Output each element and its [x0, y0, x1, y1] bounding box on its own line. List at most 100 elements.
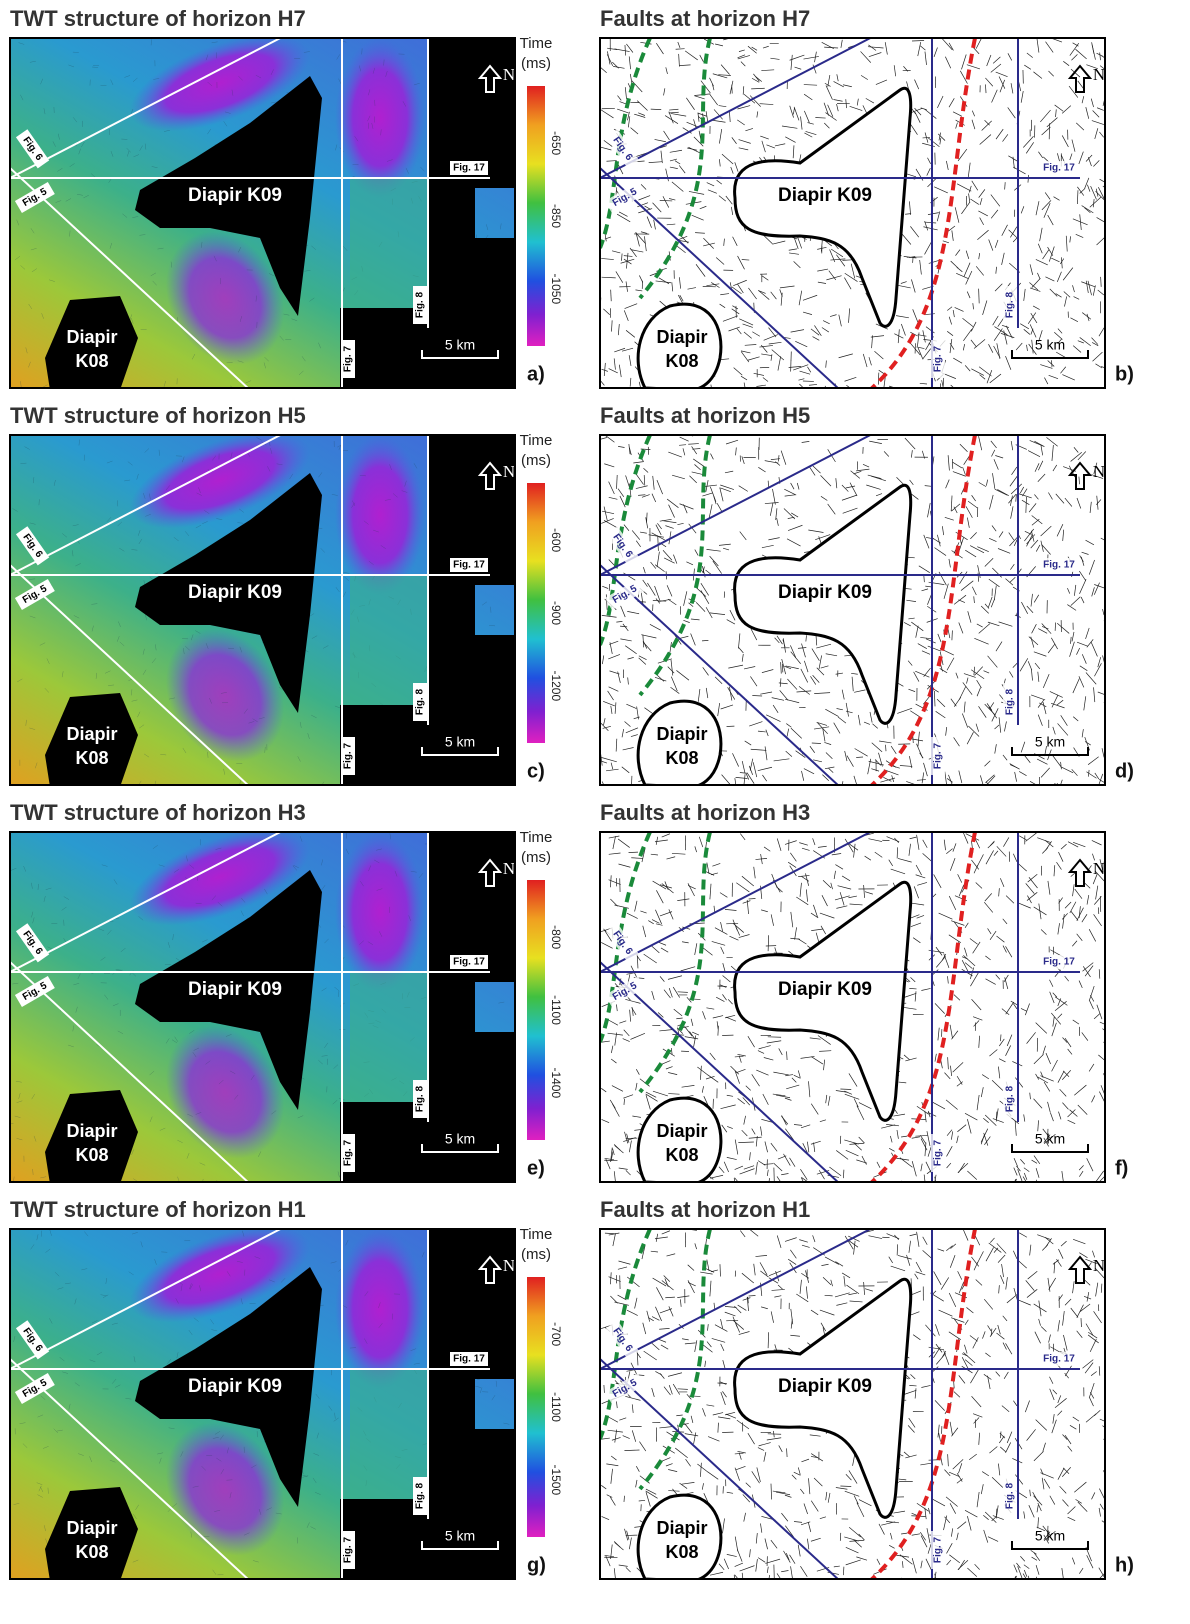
diapir-label: Diapir K09 — [778, 979, 872, 1000]
line-label: Fig. 8 — [1003, 1080, 1017, 1118]
line-label-text: Fig. 8 — [415, 292, 426, 319]
page: TWT structure of horizon H7Diapir K09Dia… — [0, 0, 1190, 1624]
north-label: N — [1093, 462, 1105, 481]
panel-letter: f) — [1115, 1157, 1128, 1179]
colorbar-tick-label: -700 — [549, 1322, 563, 1346]
line-label-text: Fig. 17 — [1043, 1354, 1075, 1365]
north-label: N — [503, 65, 515, 84]
line-label: Fig. 7 — [341, 1134, 355, 1172]
depression — [335, 832, 425, 992]
line-label: Fig. 17 — [1040, 161, 1078, 175]
colorbar-tick-label: -650 — [549, 131, 563, 155]
panel-title: TWT structure of horizon H7 — [10, 6, 306, 31]
colorbar-label: (ms) — [521, 452, 551, 469]
line-label-text: Fig. 17 — [1043, 163, 1075, 174]
diapir-label: Diapir — [656, 724, 707, 744]
fault — [1094, 1579, 1097, 1591]
line-label-text: Fig. 8 — [415, 1483, 426, 1510]
colorbar-tick-label: -1200 — [549, 670, 563, 701]
diapir-label: K08 — [665, 351, 698, 371]
depression — [335, 1229, 425, 1389]
line-label-text: Fig. 8 — [1005, 689, 1016, 716]
diapir-label: Diapir K09 — [188, 979, 282, 1000]
depression — [335, 38, 425, 198]
line-label: Fig. 17 — [1040, 1352, 1078, 1366]
line-label-text: Fig. 17 — [453, 560, 485, 571]
line-label-text: Fig. 7 — [343, 1140, 354, 1167]
line-label: Fig. 8 — [1003, 683, 1017, 721]
colorbar-tick-label: -1100 — [549, 1392, 563, 1422]
scale-label: 5 km — [1035, 734, 1065, 750]
line-label: Fig. 17 — [1040, 558, 1078, 572]
line-label-text: Fig. 8 — [415, 689, 426, 716]
colorbar-label: (ms) — [521, 849, 551, 866]
colorbar — [527, 483, 545, 743]
line-label: Fig. 7 — [931, 737, 945, 775]
panel-title: Faults at horizon H5 — [600, 403, 810, 428]
diapir-label: K08 — [665, 1542, 698, 1562]
line-label: Fig. 7 — [931, 1134, 945, 1172]
colorbar-label: (ms) — [521, 1246, 551, 1263]
line-label-text: Fig. 7 — [343, 346, 354, 373]
line-label: Fig. 8 — [1003, 1477, 1017, 1515]
line-label: Fig. 7 — [931, 340, 945, 378]
colorbar-tick-label: -850 — [549, 204, 563, 228]
line-label: Fig. 8 — [1003, 286, 1017, 324]
fault-map: Diapir K09DiapirK08Fig. 6Fig. 5Fig. 17Fi… — [600, 1224, 1118, 1591]
panel-letter: g) — [527, 1554, 546, 1576]
panel-title: TWT structure of horizon H5 — [10, 403, 306, 428]
diapir-label: Diapir — [656, 327, 707, 347]
colorbar — [527, 1277, 545, 1537]
north-label: N — [1093, 1256, 1105, 1275]
line-label-text: Fig. 17 — [453, 1354, 485, 1365]
colorbar-tick-label: -1400 — [549, 1067, 563, 1098]
scale-label: 5 km — [445, 337, 475, 353]
scale-label: 5 km — [1035, 1528, 1065, 1544]
line-label: Fig. 7 — [341, 340, 355, 378]
colorbar-tick-label: -800 — [549, 925, 563, 949]
diapir-label: Diapir K09 — [778, 582, 872, 603]
diapir-label: Diapir — [66, 1121, 117, 1141]
line-label-text: Fig. 7 — [933, 1537, 944, 1564]
diapir-label: K08 — [75, 748, 108, 768]
panel-title: Faults at horizon H1 — [600, 1197, 810, 1222]
panel-letter: a) — [527, 363, 545, 385]
fault-map: Diapir K09DiapirK08Fig. 6Fig. 5Fig. 17Fi… — [600, 827, 1110, 1194]
line-label-text: Fig. 17 — [453, 957, 485, 968]
panel-letter: b) — [1115, 363, 1134, 385]
diapir-label: K08 — [665, 1145, 698, 1165]
diapir-label: Diapir — [656, 1518, 707, 1538]
structure-map: Diapir K09DiapirK08Fig. 6Fig. 5Fig. 17Fi… — [10, 15, 515, 391]
line-label-text: Fig. 7 — [933, 743, 944, 770]
line-label-text: Fig. 7 — [343, 1537, 354, 1564]
line-label-text: Fig. 17 — [1043, 957, 1075, 968]
diapir-label: Diapir — [66, 1518, 117, 1538]
diapir-label: Diapir — [66, 327, 117, 347]
north-label: N — [503, 1256, 515, 1275]
fault-map: Diapir K09DiapirK08Fig. 6Fig. 5Fig. 17Fi… — [600, 33, 1113, 397]
panel-letter: c) — [527, 760, 545, 782]
line-label: Fig. 17 — [450, 1352, 488, 1366]
colorbar-label: Time — [520, 829, 553, 846]
line-label: Fig. 7 — [931, 1531, 945, 1569]
line-label-text: Fig. 7 — [343, 743, 354, 770]
north-label: N — [1093, 65, 1105, 84]
colorbar-tick-label: -900 — [549, 601, 563, 625]
north-label: N — [503, 462, 515, 481]
line-label: Fig. 8 — [413, 683, 427, 721]
diapir-label: K08 — [75, 1542, 108, 1562]
panel-title: Faults at horizon H7 — [600, 6, 810, 31]
line-label: Fig. 17 — [1040, 955, 1078, 969]
line-label-text: Fig. 17 — [1043, 560, 1075, 571]
panel-title: TWT structure of horizon H1 — [10, 1197, 306, 1222]
colorbar-label: Time — [520, 432, 553, 449]
colorbar — [527, 86, 545, 346]
diapir-label: Diapir — [66, 724, 117, 744]
colorbar — [527, 880, 545, 1140]
structure-map: Diapir K09DiapirK08Fig. 6Fig. 5Fig. 17Fi… — [8, 809, 519, 1187]
diapir-label: Diapir K09 — [778, 1376, 872, 1397]
colorbar-label: (ms) — [521, 55, 551, 72]
colorbar-tick-label: -1100 — [549, 995, 563, 1025]
line-label: Fig. 8 — [413, 1080, 427, 1118]
line-label: Fig. 7 — [341, 1531, 355, 1569]
